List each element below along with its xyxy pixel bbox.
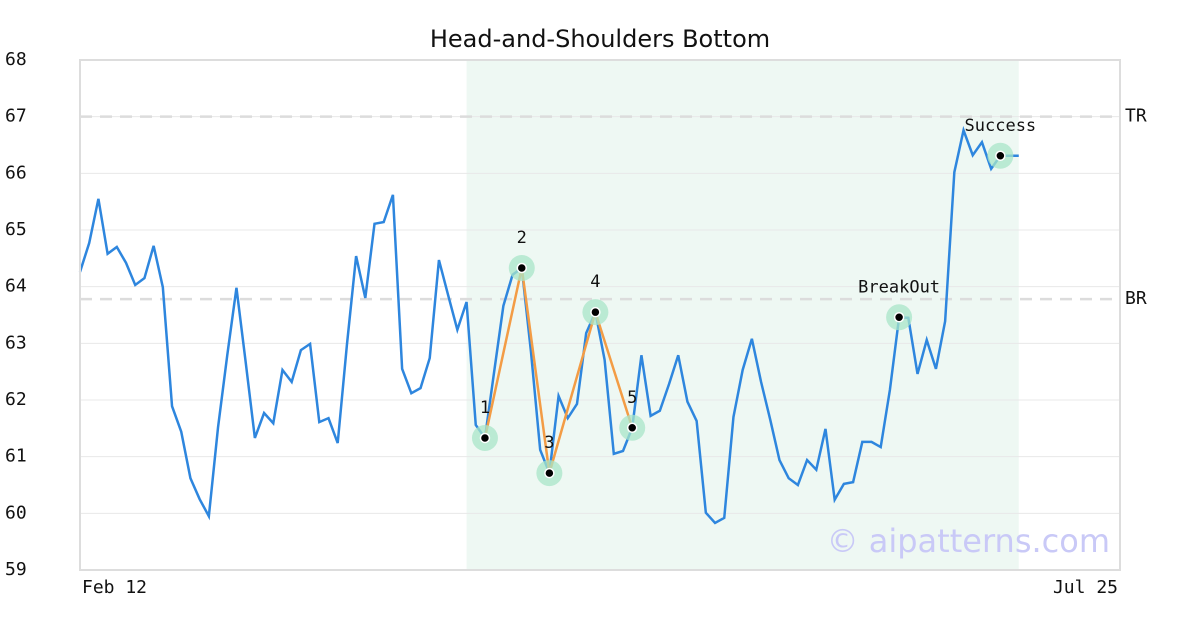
y-tick-label: 64 [5, 276, 27, 297]
watermark: © aipatterns.com [827, 522, 1110, 560]
marker-dot [995, 150, 1006, 162]
x-tick-label: Jul 25 [1053, 577, 1118, 598]
y-tick-label: 62 [5, 389, 27, 410]
pattern-label: 4 [590, 272, 600, 292]
pattern-label: 3 [544, 433, 554, 453]
y-tick-label: 66 [5, 162, 27, 183]
y-tick-label: 68 [5, 49, 27, 70]
y-tick-label: 63 [5, 332, 27, 353]
pattern-label: 5 [627, 388, 637, 408]
pattern-label: 1 [480, 398, 490, 418]
x-tick-label: Feb 12 [82, 577, 147, 598]
signal-label: Success [965, 116, 1037, 136]
marker-dot [626, 422, 638, 434]
chart-title: Head-and-Shoulders Bottom [430, 25, 770, 53]
highlight-region [466, 60, 1019, 570]
y-tick-label: 65 [5, 219, 27, 240]
marker-dot [516, 262, 528, 274]
marker-dot [590, 306, 601, 318]
marker-dot [544, 467, 555, 479]
marker-dot [893, 312, 905, 323]
marker-dot [479, 432, 491, 444]
signal-label: BreakOut [858, 277, 940, 297]
level-label: BR [1125, 288, 1147, 309]
pattern-label: 2 [517, 228, 527, 248]
y-tick-label: 59 [5, 559, 27, 580]
y-tick-label: 60 [5, 502, 27, 523]
y-tick-label: 67 [5, 106, 27, 127]
level-label: TR [1125, 106, 1147, 127]
y-tick-label: 61 [5, 446, 27, 467]
plot-frame [79, 59, 1121, 571]
